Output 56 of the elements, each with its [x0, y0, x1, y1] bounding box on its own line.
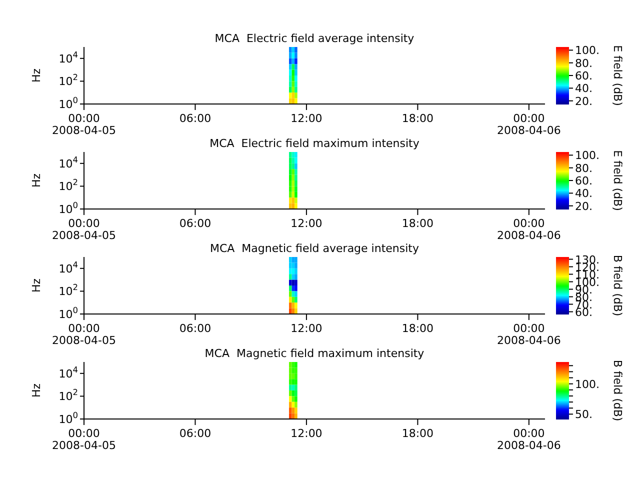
- color-bar-title: E field (dB): [611, 45, 624, 106]
- x-tick-label: 18:00: [402, 217, 434, 230]
- x-tick-label: 18:00: [402, 322, 434, 335]
- x-tick-label: 18:00: [402, 427, 434, 440]
- y-axis-title: Hz: [30, 278, 43, 293]
- color-bar-label: 50.: [575, 408, 592, 422]
- x-tick-label: 12:00: [290, 112, 322, 125]
- x-tick-label: 00:00 2008-04-06: [496, 112, 561, 137]
- y-tick-label: 10$^{4}$: [58, 49, 78, 66]
- y-tick-label: 10$^{4}$: [58, 259, 78, 276]
- x-tick-label: 00:00 2008-04-06: [496, 322, 561, 347]
- y-axis-title: Hz: [30, 383, 43, 398]
- x-tick-label: 00:00 2008-04-05: [52, 427, 116, 452]
- color-bar-label: 80.: [575, 162, 592, 175]
- y-tick-label: 10$^{4}$: [58, 154, 78, 170]
- x-tick-label: 00:00 2008-04-06: [496, 427, 561, 452]
- x-tick-label: 12:00: [290, 427, 322, 440]
- x-tick-label: 06:00: [179, 322, 212, 335]
- x-tick-label: 06:00: [179, 217, 212, 230]
- color-bar-label: 40.: [575, 187, 592, 200]
- chart-title: MCA Magnetic field average intensity: [208, 242, 420, 255]
- y-tick-label: 10$^{0}$: [58, 200, 78, 216]
- x-tick-label: 18:00: [402, 112, 434, 125]
- y-tick-label: 10$^{2}$: [58, 282, 78, 298]
- y-tick-label: 10$^{4}$: [58, 364, 78, 380]
- color-bar-label: 80.: [575, 56, 592, 70]
- x-tick-label: 12:00: [290, 217, 322, 230]
- chart-title: MCA Magnetic field maximum intensity: [204, 347, 426, 360]
- x-tick-label: 06:00: [179, 427, 212, 440]
- y-axis-title: Hz: [30, 68, 43, 83]
- chart-title: MCA Electric field maximum intensity: [208, 137, 420, 150]
- color-bar-title: B field (dB): [611, 254, 624, 316]
- y-tick-label: 10$^{0}$: [58, 305, 78, 321]
- color-bar-label: 20.: [575, 94, 592, 108]
- y-tick-label: 10$^{0}$: [58, 95, 78, 111]
- chart-title: MCA Electric field average intensity: [214, 32, 416, 45]
- color-bar-label: 40.: [575, 82, 592, 96]
- color-bar-title: B field (dB): [611, 360, 624, 422]
- x-tick-label: 12:00: [290, 322, 322, 335]
- color-bar-label: 20.: [575, 200, 592, 213]
- x-tick-label: 00:00 2008-04-05: [52, 322, 116, 347]
- y-tick-label: 10$^{0}$: [58, 410, 78, 426]
- color-bar-label: 100.: [575, 149, 600, 162]
- y-axis-title: Hz: [30, 173, 43, 188]
- y-tick-label: 10$^{2}$: [58, 177, 78, 194]
- x-tick-label: 00:00 2008-04-05: [52, 112, 116, 137]
- color-bar-label: 100.: [575, 378, 600, 391]
- color-bar-label: 100.: [575, 44, 600, 58]
- x-tick-label: 06:00: [179, 112, 212, 125]
- color-bar-label: 60.: [575, 70, 592, 82]
- color-bar-label: 60.: [575, 174, 592, 188]
- color-bar-title: E field (dB): [611, 150, 624, 211]
- y-tick-label: 10$^{2}$: [58, 387, 78, 404]
- y-tick-label: 10$^{2}$: [58, 72, 78, 88]
- x-tick-label: 00:00 2008-04-06: [496, 217, 561, 242]
- x-tick-label: 00:00 2008-04-05: [52, 217, 116, 242]
